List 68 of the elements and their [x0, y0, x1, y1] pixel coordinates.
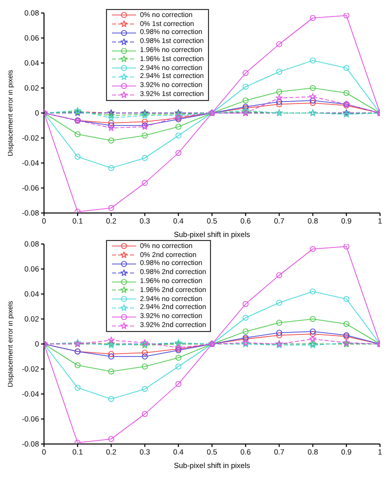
- point: [276, 332, 282, 338]
- point: [142, 350, 148, 356]
- point: [142, 364, 148, 370]
- point: [310, 15, 316, 21]
- point: [74, 384, 81, 391]
- point: [343, 321, 350, 327]
- point: [276, 68, 282, 75]
- point: [310, 85, 316, 91]
- point: [310, 93, 316, 100]
- point: [276, 88, 282, 95]
- point: [276, 320, 282, 326]
- point: [343, 13, 350, 18]
- point: [343, 90, 350, 96]
- point: [74, 131, 81, 138]
- point: [175, 364, 182, 370]
- point: [276, 272, 282, 278]
- point: [108, 124, 114, 131]
- point: [108, 112, 114, 118]
- point: [242, 314, 249, 321]
- point: [242, 328, 249, 334]
- point: [276, 98, 282, 105]
- point: [142, 118, 148, 125]
- point: [175, 132, 182, 138]
- point: [142, 354, 148, 360]
- point: [343, 244, 350, 250]
- point: [310, 336, 316, 342]
- point: [108, 122, 114, 128]
- point: [310, 100, 316, 106]
- point: [276, 101, 282, 108]
- point: [175, 381, 182, 387]
- point: [108, 138, 114, 144]
- point: [242, 301, 249, 307]
- point: [74, 154, 81, 160]
- point: [310, 58, 316, 64]
- point: [142, 180, 148, 186]
- point: [108, 436, 114, 442]
- point: [108, 114, 114, 121]
- point: [310, 316, 316, 322]
- point: [276, 94, 282, 101]
- point: [310, 288, 316, 294]
- point: [108, 205, 114, 211]
- point: [142, 411, 148, 417]
- point: [108, 351, 114, 357]
- point: [343, 65, 350, 71]
- point: [276, 300, 282, 306]
- point: [276, 41, 282, 48]
- point: [242, 84, 249, 90]
- point: [142, 386, 148, 392]
- point: [242, 70, 249, 76]
- point: [276, 330, 282, 336]
- point: [108, 368, 114, 374]
- point: [108, 354, 114, 360]
- point: [343, 296, 350, 302]
- point: [108, 396, 114, 402]
- point: [108, 165, 114, 171]
- point: [108, 336, 114, 344]
- point: [108, 120, 114, 126]
- point: [74, 362, 81, 368]
- point: [310, 331, 316, 337]
- point: [142, 132, 148, 138]
- point: [175, 150, 182, 156]
- point: [175, 124, 182, 130]
- point: [310, 98, 316, 104]
- point: [242, 98, 249, 104]
- point: [175, 354, 182, 361]
- point: [310, 328, 316, 334]
- point: [142, 155, 148, 161]
- point: [310, 246, 316, 252]
